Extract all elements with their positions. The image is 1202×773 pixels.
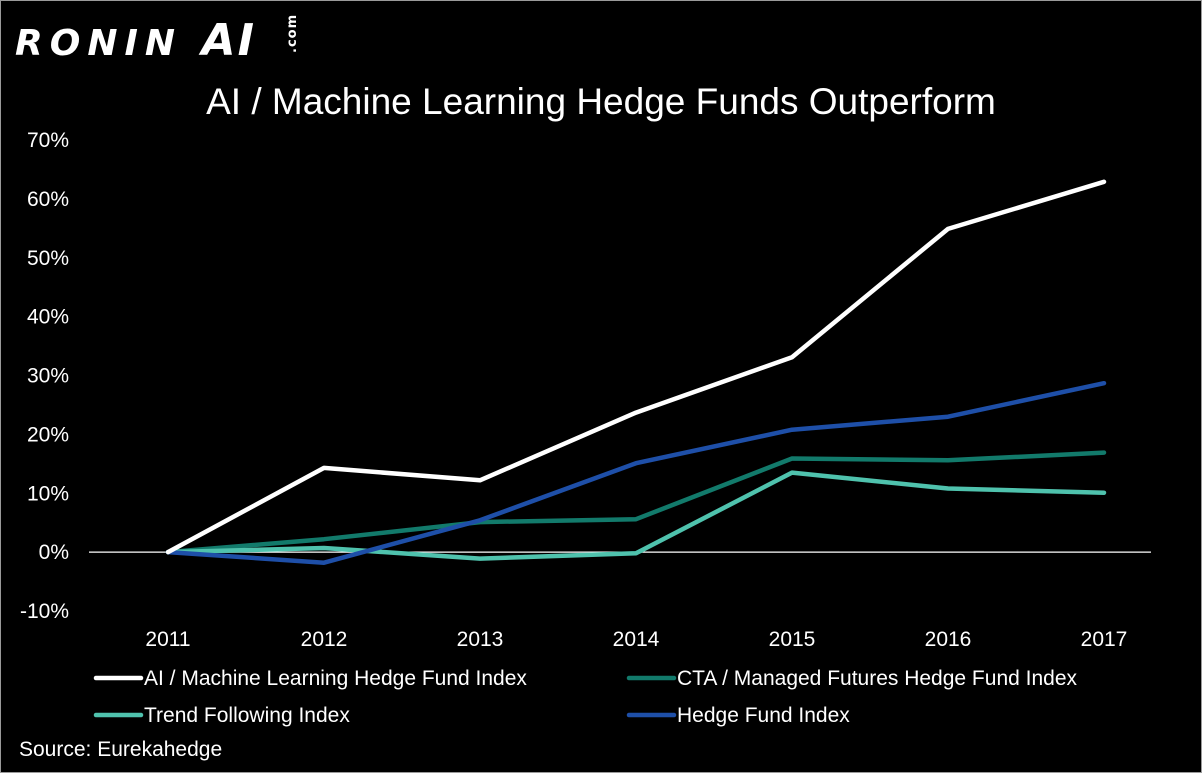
- legend-label: AI / Machine Learning Hedge Fund Index: [144, 667, 527, 690]
- y-axis-ticks: -10% 0% 10% 20% 30% 40% 50% 60% 70%: [20, 129, 69, 623]
- x-tick-label: 2016: [925, 628, 972, 651]
- y-tick-label: 20%: [27, 423, 69, 446]
- series-line: [165, 179, 1107, 555]
- y-tick-label: 0%: [39, 541, 69, 564]
- x-tick-label: 2017: [1081, 628, 1128, 651]
- y-tick-label: 40%: [27, 306, 69, 329]
- legend-label: Trend Following Index: [144, 704, 350, 727]
- series-lines: [165, 179, 1107, 565]
- x-tick-label: 2011: [145, 628, 190, 651]
- y-tick-label: 50%: [27, 247, 69, 270]
- y-tick-label: 60%: [27, 188, 69, 211]
- x-tick-label: 2012: [301, 628, 348, 651]
- series-line: [165, 470, 1107, 561]
- x-tick-label: 2013: [457, 628, 504, 651]
- series-line: [165, 450, 1107, 555]
- x-axis-ticks: 2011 2012 2013 2014 2015 2016 2017: [145, 628, 1127, 651]
- source-note: Source: Eurekahedge: [19, 738, 223, 761]
- logo-wordmark: RONIN AI: [15, 15, 256, 66]
- x-tick-label: 2014: [613, 628, 660, 651]
- y-tick-label: 10%: [27, 482, 69, 505]
- legend: AI / Machine Learning Hedge Fund Index CT…: [93, 667, 1078, 727]
- logo-ai-text: AI: [201, 15, 256, 66]
- logo-main-text: RONIN: [15, 23, 182, 64]
- legend-label: CTA / Managed Futures Hedge Fund Index: [677, 667, 1078, 690]
- series-line: [165, 380, 1107, 565]
- chart-title: AI / Machine Learning Hedge Funds Outper…: [206, 81, 996, 122]
- x-tick-label: 2015: [769, 628, 816, 651]
- legend-label: Hedge Fund Index: [677, 704, 850, 727]
- y-tick-label: 30%: [27, 365, 69, 388]
- y-tick-label: -10%: [20, 600, 69, 623]
- y-tick-label: 70%: [27, 129, 69, 152]
